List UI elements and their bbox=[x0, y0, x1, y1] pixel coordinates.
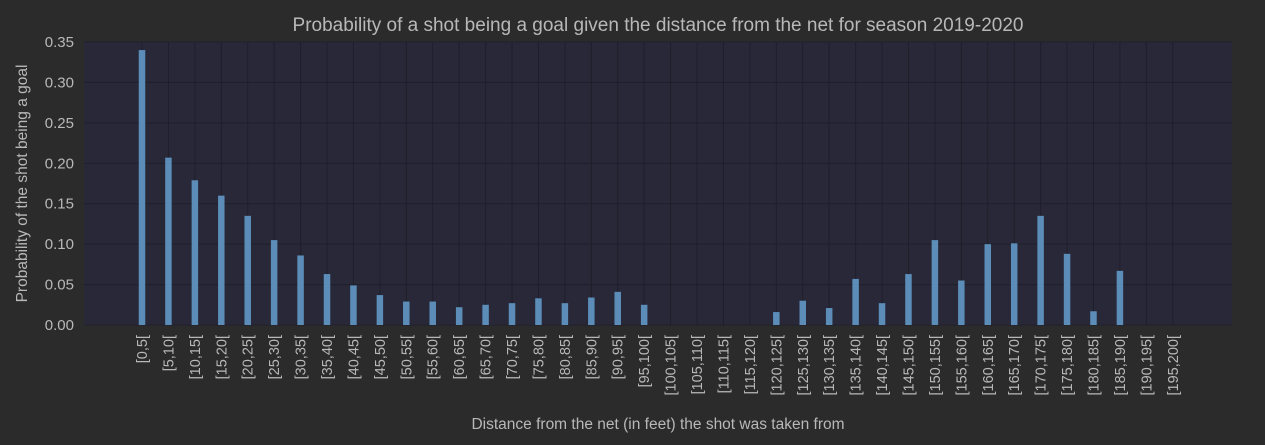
y-tick-label: 0.10 bbox=[45, 236, 74, 253]
bar bbox=[403, 301, 410, 325]
x-tick-label: [45,50[ bbox=[373, 335, 389, 379]
bar bbox=[958, 280, 965, 325]
y-tick-label: 0.05 bbox=[45, 277, 74, 294]
bar bbox=[878, 303, 886, 325]
x-tick-label: [125,130[ bbox=[796, 335, 812, 395]
bar bbox=[429, 301, 436, 325]
bar bbox=[508, 303, 516, 325]
bar bbox=[614, 291, 621, 325]
bar bbox=[931, 240, 939, 325]
y-axis-label: Probability of the shot being a goal bbox=[14, 65, 31, 303]
x-tick-label: [185,190[ bbox=[1113, 335, 1129, 395]
x-tick-label: [80,85[ bbox=[558, 335, 574, 379]
x-tick-label: [105,110[ bbox=[690, 335, 706, 394]
bar bbox=[455, 307, 463, 325]
bar bbox=[323, 274, 331, 325]
x-tick-label: [135,140[ bbox=[849, 335, 865, 395]
x-tick-label: [170,175[ bbox=[1034, 335, 1050, 395]
bar bbox=[588, 297, 595, 325]
x-tick-label: [165,170[ bbox=[1007, 335, 1023, 395]
x-tick-label: [145,150[ bbox=[901, 335, 917, 395]
bar bbox=[165, 157, 172, 325]
x-tick-label: [30,35[ bbox=[294, 335, 310, 379]
bar bbox=[191, 180, 199, 325]
bar bbox=[1116, 270, 1124, 325]
x-tick-label: [25,30[ bbox=[267, 335, 283, 379]
plot-area bbox=[84, 42, 1232, 325]
x-tick-label: [55,60[ bbox=[426, 335, 442, 379]
x-tick-label: [130,135[ bbox=[822, 335, 838, 395]
y-tick-label: 0.15 bbox=[45, 196, 74, 213]
bar bbox=[297, 255, 304, 325]
bar bbox=[561, 303, 569, 325]
x-tick-label: [40,45[ bbox=[346, 335, 362, 379]
bar bbox=[905, 274, 912, 325]
x-tick-label: [110,115[ bbox=[716, 335, 732, 393]
x-tick-label: [60,65[ bbox=[452, 335, 468, 379]
bar bbox=[1090, 311, 1097, 325]
x-tick-label: [195,200[ bbox=[1166, 335, 1182, 395]
bar bbox=[244, 215, 251, 325]
x-tick-label: [15,20[ bbox=[214, 335, 230, 379]
bar bbox=[1063, 253, 1071, 325]
y-tick-label: 0.35 bbox=[45, 34, 74, 51]
bar bbox=[852, 278, 859, 325]
x-axis-label: Distance from the net (in feet) the shot… bbox=[471, 416, 844, 433]
x-tick-label: [65,70[ bbox=[479, 335, 495, 379]
bar bbox=[1037, 215, 1044, 325]
bar bbox=[825, 308, 833, 325]
bars bbox=[138, 50, 1124, 325]
x-tick-label: [150,155[ bbox=[928, 335, 944, 395]
bar bbox=[640, 304, 648, 325]
bar bbox=[535, 298, 542, 325]
x-tick-label: [95,100[ bbox=[637, 335, 653, 387]
chart-title: Probability of a shot being a goal given… bbox=[293, 15, 1024, 36]
x-tick-label: [20,25[ bbox=[241, 335, 257, 379]
x-tick-label: [190,195[ bbox=[1139, 335, 1155, 395]
bar bbox=[799, 300, 806, 325]
bar bbox=[984, 244, 992, 325]
x-tick-label: [50,55[ bbox=[399, 335, 415, 379]
y-tick-label: 0.00 bbox=[45, 317, 74, 334]
x-tick-label: [70,75[ bbox=[505, 335, 521, 379]
x-tick-label: [0,5[ bbox=[135, 335, 151, 363]
bar bbox=[1010, 243, 1018, 325]
x-tick-label: [175,180[ bbox=[1060, 335, 1076, 395]
x-tick-label: [155,160[ bbox=[954, 335, 970, 395]
y-tick-label: 0.30 bbox=[45, 74, 74, 91]
x-axis-ticks: [0,5[ [5,10[ [10,15[ [15,20[ [20,25[ [25,30[ [… bbox=[135, 335, 1182, 395]
x-tick-label: [120,125[ bbox=[769, 335, 785, 395]
bar bbox=[138, 50, 146, 325]
x-tick-label: [180,185[ bbox=[1086, 335, 1102, 395]
x-tick-label: [85,90[ bbox=[584, 335, 600, 379]
x-tick-label: [160,165[ bbox=[981, 335, 997, 395]
x-tick-label: [115,120[ bbox=[743, 335, 759, 394]
x-tick-label: [10,15[ bbox=[188, 335, 204, 379]
bar bbox=[350, 285, 357, 325]
y-axis-ticks: 0.00 0.05 0.10 0.15 0.20 0.25 0.30 0.35 bbox=[45, 34, 74, 334]
y-tick-label: 0.25 bbox=[45, 115, 74, 132]
bar bbox=[773, 312, 780, 325]
bar bbox=[482, 304, 489, 325]
bar bbox=[218, 195, 225, 325]
x-tick-label: [100,105[ bbox=[664, 335, 680, 395]
y-tick-label: 0.20 bbox=[45, 155, 74, 172]
x-tick-label: [5,10[ bbox=[161, 335, 177, 371]
x-tick-label: [140,145[ bbox=[875, 335, 891, 395]
x-tick-label: [75,80[ bbox=[531, 335, 547, 379]
x-tick-label: [90,95[ bbox=[611, 335, 627, 379]
bar bbox=[376, 295, 384, 325]
x-tick-label: [35,40[ bbox=[320, 335, 336, 379]
bar bbox=[270, 240, 278, 325]
